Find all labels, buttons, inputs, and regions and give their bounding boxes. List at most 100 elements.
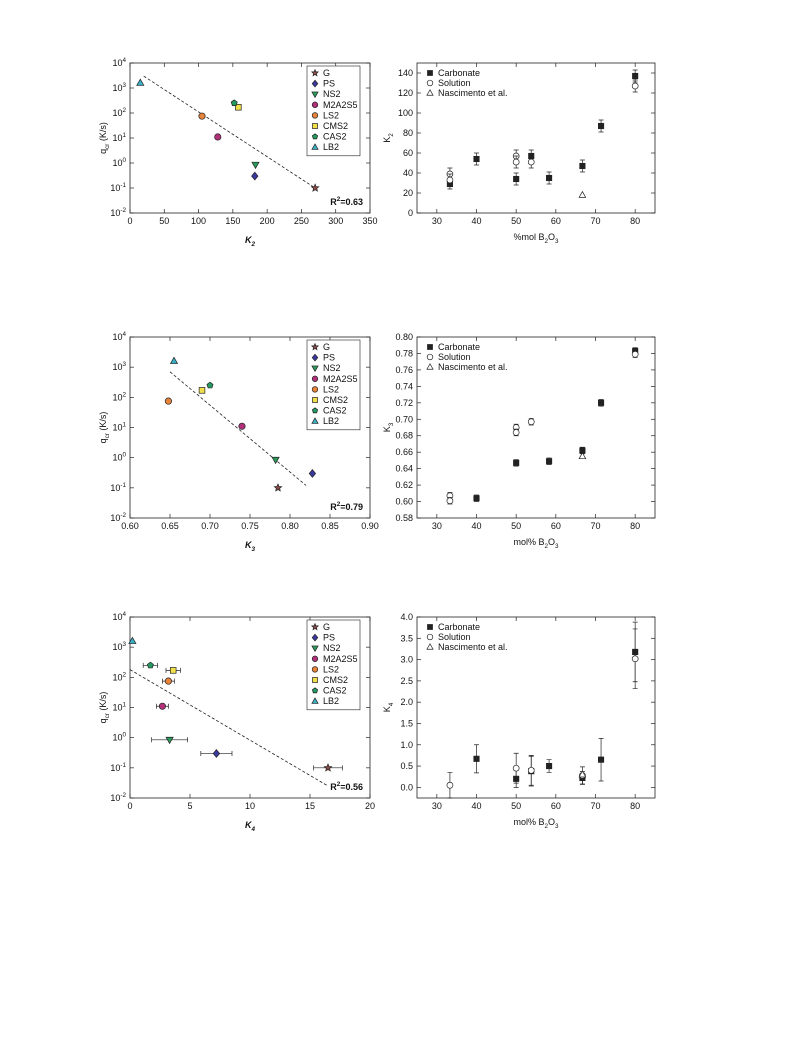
y-tick-label: 104 [112,331,126,342]
annotation-part: =0.63 [340,197,363,207]
legend-marker [311,91,319,99]
y-tick-label: 10-2 [110,792,126,803]
marker [631,655,639,663]
legend-label: Solution [438,632,471,642]
y-axis-label: qcr (K/s) [98,122,111,154]
legend-label: G [323,68,330,78]
x-axis-label-part: 2 [544,823,548,830]
y-tick-label-part: 3 [122,361,126,368]
x-tick-label: 40 [471,216,481,226]
fit-line [143,75,316,189]
y-tick-label: 10-1 [110,762,126,773]
annotation-part: R [330,502,337,512]
x-tick-label: 50 [511,801,521,811]
x-axis-label-part: 3 [555,543,559,550]
legend-marker [311,365,319,373]
y-tick-label: 10-2 [110,512,126,523]
y-tick-label: 101 [112,422,126,433]
annotation: R2=0.63 [330,196,363,207]
legend-marker [310,68,320,77]
marker [631,82,639,90]
y-tick-label-part: 10 [112,58,122,68]
legend-marker [311,407,319,414]
legend-label: LS2 [323,110,339,120]
marker [513,459,520,466]
y-tick-label: 0.62 [395,480,413,490]
marker [273,483,283,492]
legend-marker [426,353,434,361]
y-axis-label: qcr (K/s) [98,412,111,444]
legend-label: PS [323,79,335,89]
marker [598,399,605,406]
plot-frame [416,62,656,214]
y-axis-label-part: cr [104,713,111,718]
legend-marker [311,633,319,642]
x-tick-label: 60 [551,521,561,531]
x-tick-label: 50 [511,216,521,226]
y-tick-label-part: -1 [120,482,126,489]
y-tick-label-part: 10 [110,208,120,218]
fit-line [129,669,329,787]
x-axis-label: K4 [245,820,256,833]
y-axis-label: K4 [382,702,395,712]
y-tick-label: 100 [112,452,126,463]
legend-label: Carbonate [438,342,480,352]
y-tick-label: 120 [398,88,413,98]
legend-marker [311,697,319,704]
y-axis-label-part: K [382,706,392,712]
x-tick-label: 30 [432,521,442,531]
legend-marker [427,624,433,630]
x-tick-label: 300 [328,216,343,226]
x-axis-label-part: %mol B [513,232,544,242]
y-tick-label: 3.5 [400,633,413,643]
y-tick-label-part: 10 [112,733,122,743]
x-axis-label-part: O [548,537,555,547]
marker [214,133,222,141]
x-tick-label: 70 [590,216,600,226]
y-tick-label-part: 3 [122,82,126,89]
x-axis-label: K2 [245,235,256,248]
y-tick-label-part: 10 [112,332,122,342]
marker [164,677,172,685]
x-axis-label-part: 3 [251,546,255,553]
y-tick-label: 0.5 [400,761,413,771]
marker [198,112,206,120]
annotation-part: R [330,197,337,207]
y-axis-label-part: (K/s) [98,692,108,714]
legend-label: Nascimento et al. [438,88,508,98]
y-axis-label: K2 [382,133,395,143]
y-tick-label-part: 10 [112,672,122,682]
marker [598,122,605,130]
legend-marker [426,643,434,650]
y-tick-label: 104 [112,57,126,68]
legend-label: CAS2 [323,132,347,142]
marker [323,763,333,772]
y-axis-label-part: K [382,137,392,143]
marker [512,158,520,166]
y-tick-label-part: 1 [122,132,126,139]
legend-label: LS2 [323,384,339,394]
marker [546,174,553,182]
y-tick-label: 0.58 [395,513,413,523]
y-tick-label-part: 10 [110,513,120,523]
marker [546,763,553,770]
legend-label: G [323,342,330,352]
marker [513,175,520,183]
annotation-part: 2 [337,781,341,788]
y-axis-label-part: cr [104,144,111,149]
marker [238,422,246,430]
legend-label: Solution [438,352,471,362]
legend-label: NS2 [323,643,341,653]
legend-label: CAS2 [323,406,347,416]
x-axis-label-part: K [245,820,253,830]
x-axis-label-part: 2 [250,241,255,248]
fit-line [169,371,307,486]
legend-label: Nascimento et al. [438,362,508,372]
y-tick-label: 4.0 [400,612,413,622]
marker [206,381,214,389]
y-tick-label: 0.60 [395,497,413,507]
legend-label: M2A2S5 [323,100,358,110]
y-axis-label-part: cr [104,433,111,438]
marker [271,456,280,465]
